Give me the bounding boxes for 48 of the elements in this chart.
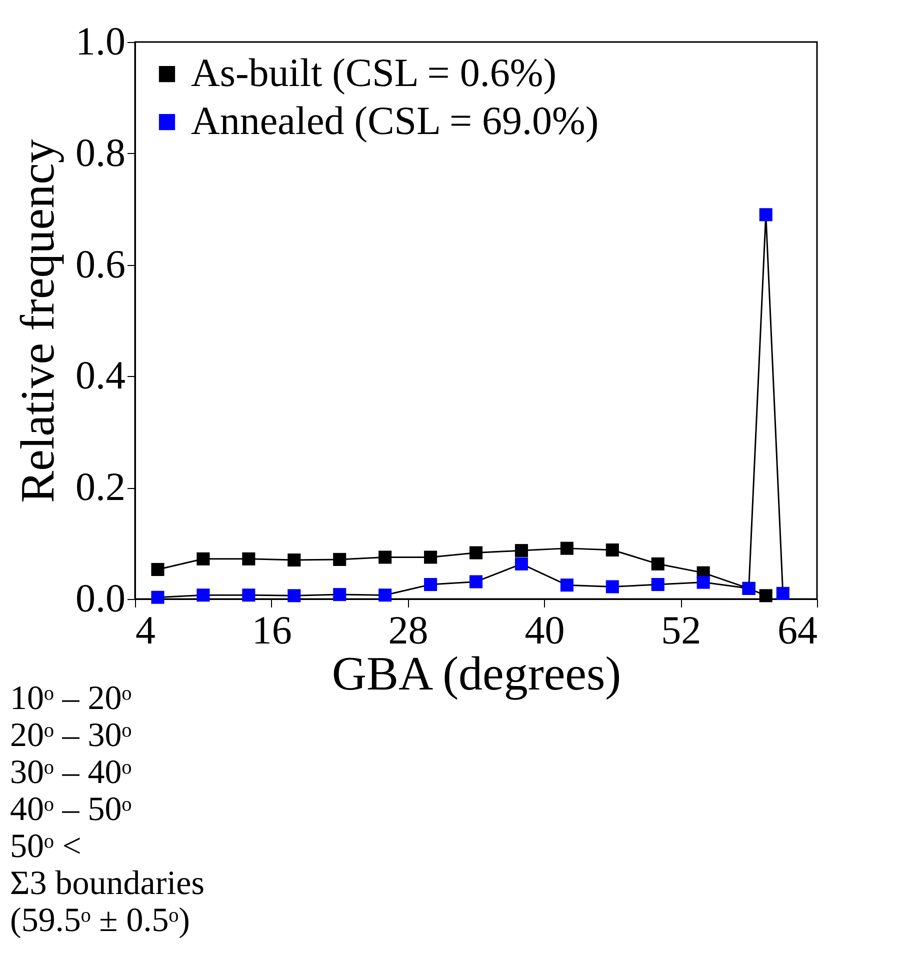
y-tick-label: 0.8	[76, 130, 126, 175]
text: 40ᵒ – 50ᵒ	[10, 791, 132, 828]
point	[560, 542, 574, 555]
point	[196, 552, 210, 566]
y-tick-label: 0.2	[76, 464, 126, 510]
point	[514, 557, 528, 570]
text: 50ᵒ <	[10, 828, 82, 865]
point	[151, 590, 164, 604]
point	[151, 562, 164, 576]
point	[424, 550, 438, 564]
point	[469, 575, 483, 588]
y-tick-label: 0.0	[76, 576, 126, 620]
point	[288, 589, 301, 602]
point	[333, 588, 346, 602]
text: Σ3 boundaries	[10, 865, 204, 902]
legend-label: Annealed (CSL = 69.0%)	[191, 98, 599, 143]
x-tick-label: 16	[252, 608, 292, 652]
point	[242, 552, 256, 566]
legend-label: As-built (CSL = 0.6%)	[191, 50, 557, 95]
point	[651, 557, 664, 570]
y-axis-title: Relative frequency	[12, 139, 64, 503]
point	[378, 588, 392, 602]
point	[696, 576, 710, 589]
point	[242, 588, 256, 602]
point	[651, 578, 664, 592]
point	[606, 543, 619, 557]
text: 20ᵒ – 30ᵒ	[10, 717, 132, 754]
x-tick-label: 4	[136, 608, 156, 652]
y-tick-label: 0.4	[76, 352, 126, 398]
point	[560, 578, 574, 592]
point	[196, 588, 210, 602]
y-tick-label: 1.0	[76, 18, 126, 64]
point	[759, 589, 772, 602]
text: 10ᵒ – 20ᵒ	[10, 680, 132, 717]
x-tick-label: 52	[661, 608, 702, 652]
point	[606, 580, 619, 594]
x-tick-label: 64	[778, 608, 818, 652]
point	[424, 578, 438, 592]
text: (59.5ᵒ ± 0.5ᵒ)	[10, 902, 190, 939]
point	[514, 544, 528, 558]
point	[759, 208, 772, 222]
y-tick-label: 0.6	[76, 241, 126, 286]
point	[378, 550, 392, 564]
text: 30ᵒ – 40ᵒ	[10, 754, 132, 791]
point	[288, 553, 301, 567]
point	[333, 552, 346, 566]
point	[469, 546, 483, 560]
point	[776, 586, 790, 600]
